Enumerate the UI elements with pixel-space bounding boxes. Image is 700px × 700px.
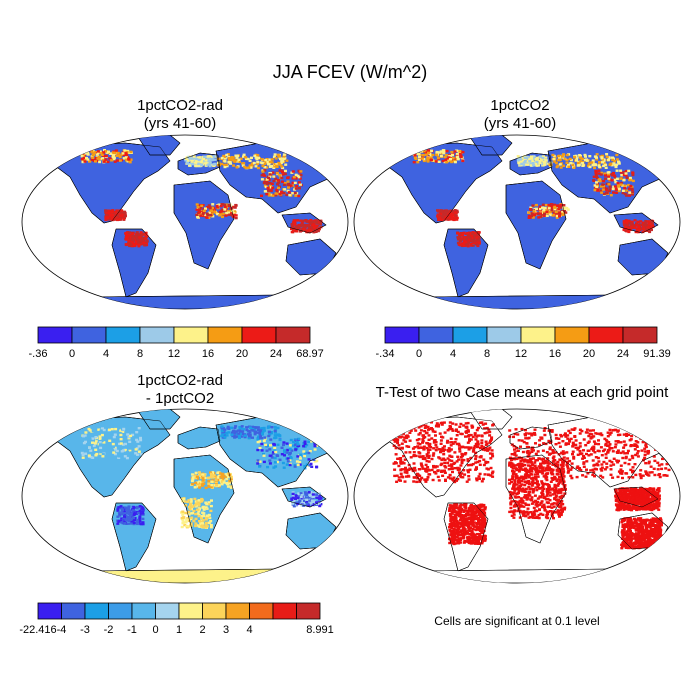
colorbar-label: 8 [484, 348, 490, 360]
panel-3-map [21, 408, 349, 584]
colorbar-label: 4 [103, 348, 109, 360]
colorbar-swatch [155, 602, 180, 620]
colorbar-swatch [249, 602, 274, 620]
panel-3-title-line2: - 1pctCO2 [145, 390, 215, 407]
colorbar-swatch [452, 326, 488, 344]
colorbar-swatch [71, 326, 107, 344]
figure-title: JJA FCEV (W/m^2) [272, 62, 428, 82]
colorbar-swatch [105, 326, 141, 344]
panel-3-title: 1pctCO2-rad - 1pctCO2 [20, 372, 340, 408]
colorbar-label: 16 [549, 348, 561, 360]
colorbar-label: 0 [152, 624, 158, 636]
panel-2-title: 1pctCO2 (yrs 41-60) [360, 97, 680, 133]
colorbar-swatch [486, 326, 522, 344]
panel-1-title-line2: (yrs 41-60) [143, 115, 217, 132]
colorbar-swatch [84, 602, 109, 620]
colorbar-swatch [296, 602, 321, 620]
colorbar-label: 0 [69, 348, 75, 360]
colorbar-label: 2 [199, 624, 205, 636]
colorbar-swatch [173, 326, 209, 344]
colorbar-label: 3 [223, 624, 229, 636]
colorbar-swatch [61, 602, 86, 620]
panel-2-colorbar: -.34 0 4 8 12 16 20 24 91.39 [376, 326, 671, 360]
colorbar-label: 20 [583, 348, 595, 360]
colorbar-swatch [275, 326, 311, 344]
colorbar-label: -3 [80, 624, 90, 636]
colorbar-label: -.36 [29, 348, 48, 360]
panel-4-title: T-Test of two Case means at each grid po… [375, 384, 669, 401]
colorbar-label: 16 [202, 348, 214, 360]
colorbar-label: 12 [168, 348, 180, 360]
colorbar-swatch [622, 326, 658, 344]
colorbar-swatch [272, 602, 297, 620]
colorbar-label: -22.416 [19, 624, 56, 636]
colorbar-label: 4 [450, 348, 456, 360]
colorbar-label: 1 [176, 624, 182, 636]
colorbar-swatch [131, 602, 156, 620]
colorbar-swatch [139, 326, 175, 344]
colorbar-swatch [37, 602, 62, 620]
colorbar-swatch [37, 326, 73, 344]
colorbar-swatch [384, 326, 420, 344]
colorbar-swatch [178, 602, 203, 620]
panel-2-map [353, 134, 681, 310]
continent-antarctica [419, 294, 615, 309]
colorbar-swatch [207, 326, 243, 344]
colorbar-label: -.34 [376, 348, 395, 360]
colorbar-label: 24 [617, 348, 629, 360]
continent-antarctica [87, 294, 283, 309]
colorbar-label: 0 [416, 348, 422, 360]
colorbar-label: 20 [236, 348, 248, 360]
colorbar-swatch [520, 326, 556, 344]
colorbar-label: 24 [270, 348, 282, 360]
panel-4-footnote: Cells are significant at 0.1 level [434, 614, 600, 628]
panel-1-title-line1: 1pctCO2-rad [137, 97, 223, 114]
colorbar-label: 91.39 [643, 348, 671, 360]
colorbar-label: 8.991 [306, 624, 334, 636]
colorbar-swatch [108, 602, 133, 620]
colorbar-label: -1 [127, 624, 137, 636]
colorbar-swatch [202, 602, 227, 620]
colorbar-label: 68.97 [296, 348, 324, 360]
continent-antarctica [419, 568, 615, 583]
panel-2-title-line1: 1pctCO2 [490, 97, 550, 114]
panel-1-colorbar: -.36 0 4 8 12 16 20 24 68.97 [29, 326, 324, 360]
panel-4-map [353, 408, 681, 584]
colorbar-label: -4 [57, 624, 67, 636]
panel-2-title-line2: (yrs 41-60) [483, 115, 557, 132]
colorbar-label: -2 [104, 624, 114, 636]
colorbar-label: 8 [137, 348, 143, 360]
colorbar-label: 12 [515, 348, 527, 360]
panel-3-title-line1: 1pctCO2-rad [137, 372, 223, 389]
colorbar-swatch [418, 326, 454, 344]
continent-antarctica [87, 568, 283, 583]
colorbar-swatch [554, 326, 590, 344]
panel-1-map [21, 134, 349, 310]
panel-1-title: 1pctCO2-rad (yrs 41-60) [20, 97, 340, 133]
panel-3-colorbar: -22.416 -4 -3 -2 -1 0 1 2 3 4 8.991 [19, 602, 334, 636]
colorbar-swatch [588, 326, 624, 344]
colorbar-swatch [225, 602, 250, 620]
colorbar-swatch [241, 326, 277, 344]
colorbar-label: 4 [246, 624, 252, 636]
